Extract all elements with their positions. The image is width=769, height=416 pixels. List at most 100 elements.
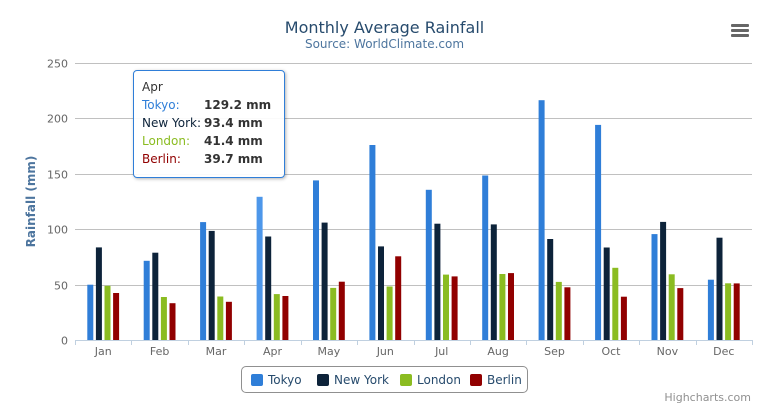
bar-new-york xyxy=(95,247,102,340)
x-tick-label: Nov xyxy=(657,345,679,358)
x-tick-label: May xyxy=(318,345,341,358)
bar-berlin xyxy=(451,276,458,340)
bar-tokyo xyxy=(425,189,432,340)
tooltip-header: Apr xyxy=(142,80,163,94)
bar-tokyo xyxy=(200,222,207,340)
tooltip-value: 39.7 mm xyxy=(204,152,263,166)
tooltip-row-tokyo: Tokyo: 129.2 mm xyxy=(142,98,271,112)
bar-tokyo xyxy=(143,260,150,340)
bar-new-york xyxy=(716,237,723,340)
bar-london xyxy=(160,297,167,340)
bar-tokyo xyxy=(87,284,94,340)
tooltip-series-name: London: xyxy=(142,134,191,148)
bar-london xyxy=(273,294,280,340)
chart-title: Monthly Average Rainfall xyxy=(284,18,485,37)
x-tick-label: Sep xyxy=(544,345,565,358)
x-tick-label: Jul xyxy=(434,345,448,358)
bar-london xyxy=(443,274,449,340)
chart-subtitle: Source: WorldClimate.com xyxy=(304,37,465,51)
x-tick-label: Jun xyxy=(376,345,394,358)
bar-tokyo xyxy=(482,175,489,340)
bar-tokyo xyxy=(256,196,263,340)
tooltip: Apr Tokyo: 129.2 mm New York: 93.4 mm Lond… xyxy=(133,70,285,178)
bar-new-york xyxy=(152,252,159,340)
legend-swatch xyxy=(400,374,412,386)
legend-swatch xyxy=(470,374,482,386)
legend-swatch xyxy=(251,374,263,386)
bar-london xyxy=(386,286,393,340)
bar-berlin xyxy=(225,301,232,340)
tooltip-series-name: New York: xyxy=(142,116,201,130)
legend-label: Berlin xyxy=(487,373,522,387)
hamburger-menu-icon[interactable] xyxy=(731,22,749,38)
bar-berlin xyxy=(338,281,345,340)
bar-berlin xyxy=(282,296,289,340)
bar-london xyxy=(330,287,337,340)
tooltip-series-name: Berlin: xyxy=(142,152,181,166)
bar-new-york xyxy=(660,221,667,340)
bar-tokyo xyxy=(538,100,545,340)
x-tick-label: Aug xyxy=(487,345,508,358)
y-tick-label: 100 xyxy=(47,224,68,237)
legend-label: London xyxy=(417,373,461,387)
y-tick-label: 200 xyxy=(47,113,68,126)
bar-london xyxy=(612,267,619,340)
bar-tokyo xyxy=(369,145,376,340)
bar-london xyxy=(499,274,506,340)
tooltip-row-berlin: Berlin: 39.7 mm xyxy=(142,152,263,166)
bar-london xyxy=(104,285,111,340)
bar-berlin xyxy=(564,287,571,340)
bar-new-york xyxy=(490,224,497,340)
bar-tokyo xyxy=(313,180,319,340)
x-tick-label: Oct xyxy=(601,345,621,358)
bar-tokyo xyxy=(707,279,714,340)
bar-london xyxy=(725,283,732,340)
y-tick-label: 50 xyxy=(54,280,68,293)
tooltip-value: 129.2 mm xyxy=(204,98,272,112)
bar-berlin xyxy=(395,256,402,340)
bar-new-york xyxy=(603,247,610,340)
legend-label: Tokyo xyxy=(268,373,302,387)
bar-new-york xyxy=(434,223,441,340)
y-tick-label: 250 xyxy=(47,58,68,71)
x-tick-label: Feb xyxy=(150,345,169,358)
x-tick-label: Jan xyxy=(94,345,112,358)
legend-item-berlin[interactable]: Berlin xyxy=(470,373,522,387)
tooltip-value: 93.4 mm xyxy=(204,116,263,130)
bar-berlin xyxy=(169,303,176,340)
bar-berlin xyxy=(113,293,120,340)
credits-link[interactable]: Highcharts.com xyxy=(664,391,751,404)
tooltip-series-name: Tokyo: xyxy=(142,98,180,112)
bar-london xyxy=(555,281,562,340)
y-axis-title: Rainfall (mm) xyxy=(24,156,38,248)
bar-london xyxy=(668,274,675,340)
x-tick-label: Mar xyxy=(206,345,227,358)
tooltip-value: 41.4 mm xyxy=(204,134,263,148)
bar-new-york xyxy=(208,230,215,340)
y-tick-label: 0 xyxy=(61,335,68,348)
bar-berlin xyxy=(677,288,684,340)
bar-new-york xyxy=(321,222,328,340)
legend: Tokyo New York London Berlin xyxy=(241,366,528,393)
tooltip-row-london: London: 41.4 mm xyxy=(142,134,263,148)
legend-item-new-york[interactable]: New York xyxy=(317,373,389,387)
bar-berlin xyxy=(620,296,627,340)
bar-tokyo xyxy=(651,234,658,340)
bar-london xyxy=(217,296,224,340)
tooltip-row-new-york: New York: 93.4 mm xyxy=(142,116,263,130)
bar-new-york xyxy=(265,236,272,340)
bar-tokyo xyxy=(595,124,602,341)
bar-berlin xyxy=(508,273,514,340)
legend-swatch xyxy=(317,374,329,386)
x-tick-label: Apr xyxy=(263,345,283,358)
bar-new-york xyxy=(547,239,554,340)
legend-label: New York xyxy=(334,373,389,387)
legend-item-tokyo[interactable]: Tokyo xyxy=(251,373,302,387)
y-tick-label: 150 xyxy=(47,169,68,182)
x-tick-label: Dec xyxy=(713,345,734,358)
bar-berlin xyxy=(733,283,740,340)
legend-item-london[interactable]: London xyxy=(400,373,461,387)
bar-new-york xyxy=(378,246,384,340)
